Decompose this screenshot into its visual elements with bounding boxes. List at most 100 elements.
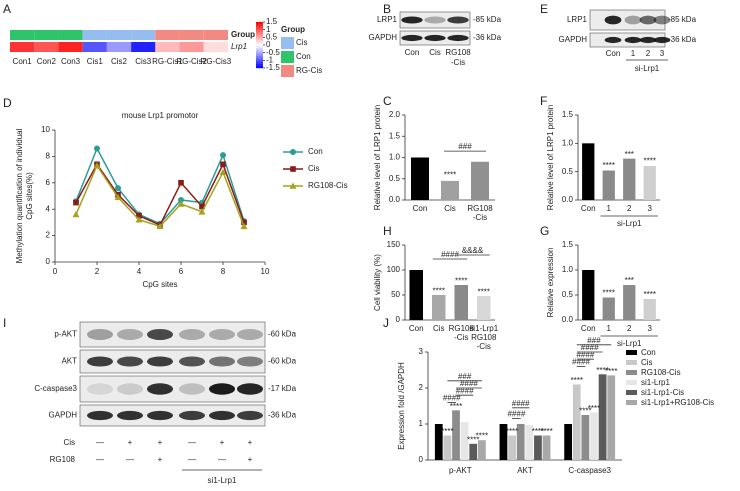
group-cell [106,30,132,40]
annotation: **** [571,376,583,385]
blot-band [639,15,657,25]
colorbar-cell [256,60,263,63]
condition-sign: + [248,455,253,464]
point [178,180,184,186]
y-tick-label: 1.0 [389,153,401,162]
lane-label: 1 [631,49,636,58]
bar [411,157,429,200]
annotation: #### [507,410,525,419]
y-axis-title: Relative expression [546,248,555,318]
blot-band [237,329,263,340]
colorbar-tick-label: -1 [266,55,274,64]
bar [623,285,636,320]
x-tick-label: si1-Lrp1 [469,324,498,333]
colorbar-cell [256,22,263,25]
bar [643,299,656,320]
panel-label: A [3,2,11,16]
annotation: **** [450,402,462,411]
y-tick-label: 50 [391,290,400,299]
colorbar-cell [256,54,263,57]
annotation: **** [579,407,591,416]
legend-label: Cis [296,38,308,47]
colorbar-cell [256,64,263,67]
x-tick-label: 2 [627,324,632,333]
blot-band [117,383,143,395]
y-axis-title: Relative level of LRP1 protein [373,105,382,210]
heat-cell [155,42,180,52]
legend-title: Group [281,25,305,34]
bar [582,270,595,320]
blot-kda: -85 kDa [473,15,502,24]
group-cell [10,30,35,40]
lane-label: -Cis [451,58,465,67]
bar [432,295,446,320]
bar [471,161,489,200]
annotation: *** [625,276,634,285]
column-label: Con3 [61,57,81,66]
colorbar-cell [256,44,263,47]
lane-label: 3 [660,49,665,58]
blot-band [147,329,173,340]
annotation: #### [581,343,599,352]
bar [443,435,452,460]
blot-band [237,383,263,395]
colorbar-cell [256,56,263,59]
blot-band [179,410,205,421]
condition-sign: — [218,455,226,464]
column-label: RG-Cis3 [201,57,232,66]
point [220,152,226,159]
bar [454,285,468,320]
condition-sign: + [158,438,163,447]
column-label: Cis3 [135,57,152,66]
x-tick-label: 3 [648,204,653,213]
lane-label: 2 [646,49,651,58]
panel-label: E [540,2,548,16]
x-tick-label: AKT [517,466,533,475]
bar [542,435,551,460]
y-axis-title: CpG sites(%) [25,172,34,220]
panel-label: D [3,96,12,110]
legend-label: Cis [308,164,320,173]
legend-label: Con [308,147,323,156]
y-tick-label: 1.0 [562,138,574,147]
x-tick-label: p-AKT [449,466,472,475]
column-label: Con2 [37,57,57,66]
x-tick-label: 0 [53,267,58,276]
heat-cell [106,42,132,52]
point [136,213,142,219]
legend-marker [290,149,296,155]
colorbar-cell [256,58,263,61]
blot-band [653,15,671,25]
column-label: RG-Cis1 [152,57,183,66]
group-cell [131,30,156,40]
heat-cell [203,42,228,52]
y-tick-label: 2 [46,231,51,240]
annotation: #### [456,386,474,395]
x-tick-label: Con [581,324,596,333]
bar [516,424,525,460]
blot-row-label: LRP1 [377,15,398,24]
x-axis-title: CpG sites [142,280,177,289]
legend-swatch [626,350,637,355]
heat-cell [82,42,107,52]
blot-band [604,36,622,44]
legend-swatch [281,37,294,49]
group-label: si-Lrp1 [635,64,660,73]
point [94,145,100,152]
x-tick-label: C-caspase3 [568,466,611,475]
group-cell [58,30,83,40]
annotation: **** [588,404,600,413]
annotation: **** [596,366,608,375]
colorbar-tick-label: 0 [266,40,271,49]
blot-band [624,15,642,25]
heat-cell [10,42,35,52]
annotation: &&&& [462,246,484,255]
blot-band [401,16,423,24]
y-axis-title: Expression fold /GAPDH [397,362,406,450]
bar [598,374,607,460]
x-tick-label: 8 [221,267,226,276]
group-cell [179,30,204,40]
y-tick-label: 0.5 [562,167,574,176]
blot-strip [399,11,471,29]
blot-band [87,383,113,395]
